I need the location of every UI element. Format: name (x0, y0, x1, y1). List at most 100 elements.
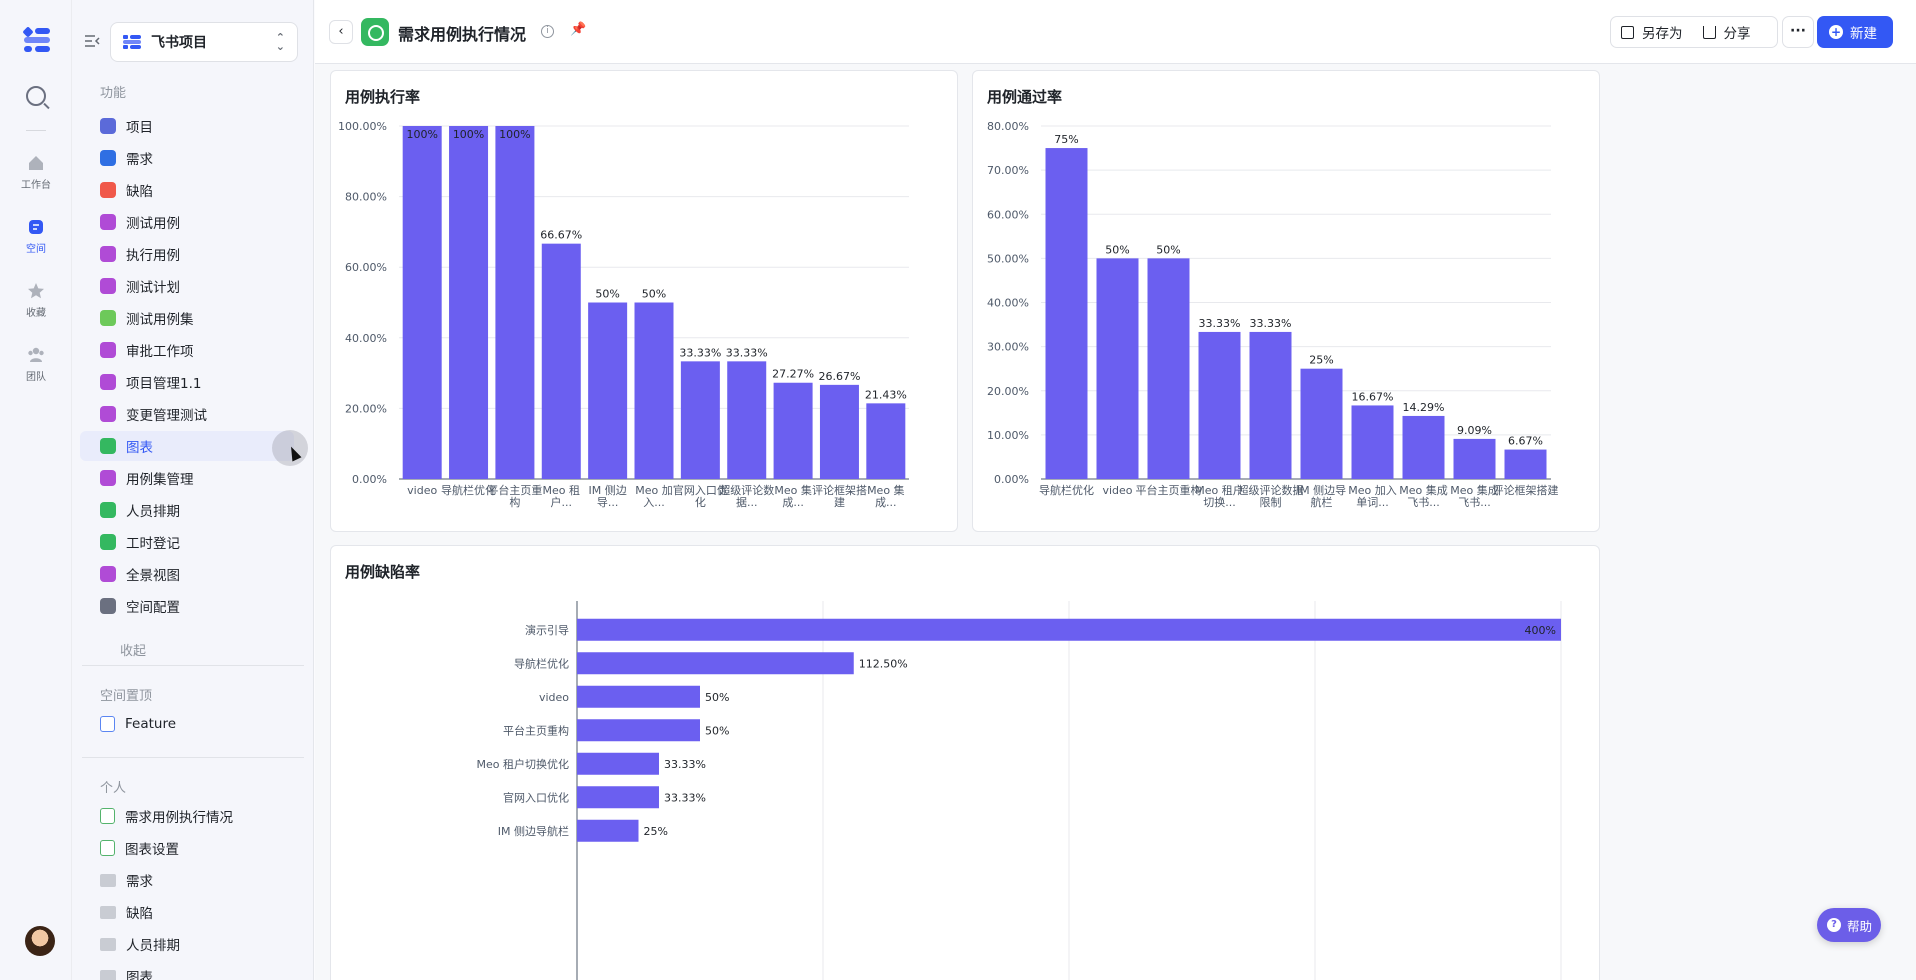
data-label: 27.27% (772, 368, 814, 381)
new-button[interactable]: + 新建 (1817, 16, 1893, 48)
x-tick-label: 导航栏优化 (441, 483, 496, 497)
sidebar-item-feature[interactable]: 空间配置 (80, 591, 294, 621)
share-button[interactable]: 分享 (1693, 17, 1761, 47)
bar[interactable] (1453, 438, 1496, 479)
folder-icon (100, 969, 116, 980)
bar[interactable] (1198, 331, 1241, 479)
sidebar-item-feature[interactable]: 需求 (80, 143, 294, 173)
collapse-sidebar-icon[interactable] (84, 34, 100, 48)
home-icon (29, 156, 43, 170)
sidebar-item-personal[interactable]: 需求用例执行情况 (80, 801, 294, 831)
bar[interactable] (1096, 258, 1139, 479)
help-button[interactable]: ? 帮助 (1817, 908, 1881, 942)
sidebar-item-personal[interactable]: 缺陷 (80, 897, 294, 927)
pin-icon[interactable]: 📌 (570, 22, 587, 37)
search-icon[interactable] (26, 86, 46, 106)
sidebar-item-label: 需求用例执行情况 (125, 810, 233, 826)
x-tick-label: 评论框架搭建 (1493, 483, 1559, 497)
chart-title: 用例缺陷率 (345, 563, 421, 581)
bar[interactable] (577, 618, 1561, 641)
bar[interactable] (588, 302, 628, 480)
bar[interactable] (541, 243, 581, 479)
info-icon[interactable]: i (541, 25, 554, 38)
feature-icon (100, 406, 116, 422)
sidebar-item-feature[interactable]: 用例集管理 (80, 463, 294, 493)
sidebar-item-feature[interactable]: 工时登记 (80, 527, 294, 557)
sidebar-item-feature[interactable]: 缺陷 (80, 175, 294, 205)
document-icon (100, 716, 115, 732)
section-title-personal: 个人 (100, 781, 127, 796)
data-label: 112.50% (859, 657, 908, 670)
bar[interactable] (577, 819, 639, 842)
rail-item-label: 团队 (26, 372, 46, 383)
sidebar-item-feature[interactable]: 项目管理1.1 (80, 367, 294, 397)
bar[interactable] (449, 126, 489, 479)
data-label: 100% (499, 128, 530, 141)
sidebar-item-feature[interactable]: 项目 (80, 111, 294, 141)
sidebar-item-feature[interactable]: 人员排期 (80, 495, 294, 525)
cursor-highlight (272, 430, 308, 466)
star-icon (28, 283, 44, 299)
project-selector[interactable]: 飞书项目 ⌃ ⌄ (110, 22, 298, 62)
sidebar-item-feature[interactable]: 图表 (80, 431, 294, 461)
y-tick-label: 100.00% (338, 120, 387, 133)
bar[interactable] (866, 403, 906, 479)
x-tick-label: Meo 集成飞书... (1450, 483, 1499, 509)
sidebar-item-personal[interactable]: 人员排期 (80, 929, 294, 959)
bar[interactable] (1249, 331, 1292, 479)
app-logo-icon[interactable] (22, 26, 52, 54)
sidebar-item-personal[interactable]: 需求 (80, 865, 294, 895)
y-tick-label: 10.00% (987, 429, 1029, 442)
sidebar-item-personal[interactable]: 图表设置 (80, 833, 294, 863)
bar[interactable] (1351, 405, 1394, 479)
y-tick-label: video (539, 691, 569, 704)
bar[interactable] (577, 719, 700, 742)
sidebar-item-feature[interactable]: 审批工作项 (80, 335, 294, 365)
back-button[interactable]: ‹ (329, 20, 353, 44)
page-title: 需求用例执行情况 (398, 25, 527, 44)
bar[interactable] (1147, 258, 1190, 479)
bar[interactable] (577, 752, 659, 775)
bar[interactable] (1402, 415, 1445, 479)
bar[interactable] (773, 382, 813, 479)
bar[interactable] (402, 126, 442, 479)
sidebar-item-feature[interactable]: 执行用例 (80, 239, 294, 269)
data-label: 33.33% (726, 346, 768, 359)
data-label: 33.33% (664, 791, 706, 804)
bar[interactable] (1300, 368, 1343, 479)
sidebar-item-personal[interactable]: 图表 (80, 961, 294, 980)
data-label: 14.29% (1403, 401, 1445, 414)
sidebar-item-feature[interactable]: 测试计划 (80, 271, 294, 301)
bar[interactable] (1045, 148, 1088, 479)
x-tick-label: video (1102, 484, 1132, 497)
bar[interactable] (819, 384, 859, 479)
sidebar-item-label: 空间配置 (126, 600, 180, 616)
sidebar-item-feature[interactable]: 测试用例 (80, 207, 294, 237)
bar[interactable] (727, 361, 767, 479)
rail-item-workbench[interactable]: 工作台 (0, 154, 72, 191)
save-as-button[interactable]: 另存为 (1611, 17, 1693, 47)
bar[interactable] (634, 302, 674, 480)
data-label: 75% (1054, 133, 1078, 146)
rail-item-team[interactable]: 团队 (0, 346, 72, 383)
bar[interactable] (577, 786, 659, 809)
user-avatar[interactable] (25, 926, 55, 956)
data-label: 26.67% (818, 370, 860, 383)
data-label: 33.33% (1199, 317, 1241, 330)
bar[interactable] (577, 652, 854, 675)
bar[interactable] (680, 361, 720, 479)
pinned-item-feature[interactable]: Feature (80, 709, 294, 739)
bar[interactable] (1504, 449, 1547, 479)
sidebar-item-label: 项目 (126, 120, 153, 136)
feature-icon (100, 246, 116, 262)
page-header: ‹ 需求用例执行情况 i 📌 另存为 分享 ··· + 新建 (315, 0, 1916, 64)
sidebar-item-feature[interactable]: 全景视图 (80, 559, 294, 589)
more-options-button[interactable]: ··· (1782, 16, 1814, 48)
rail-item-space[interactable]: 空间 (0, 218, 72, 255)
bar[interactable] (495, 126, 535, 479)
collapse-link[interactable]: 收起 (120, 644, 147, 659)
sidebar-item-feature[interactable]: 测试用例集 (80, 303, 294, 333)
rail-item-favorites[interactable]: 收藏 (0, 282, 72, 319)
bar[interactable] (577, 685, 700, 708)
sidebar-item-feature[interactable]: 变更管理测试 (80, 399, 294, 429)
